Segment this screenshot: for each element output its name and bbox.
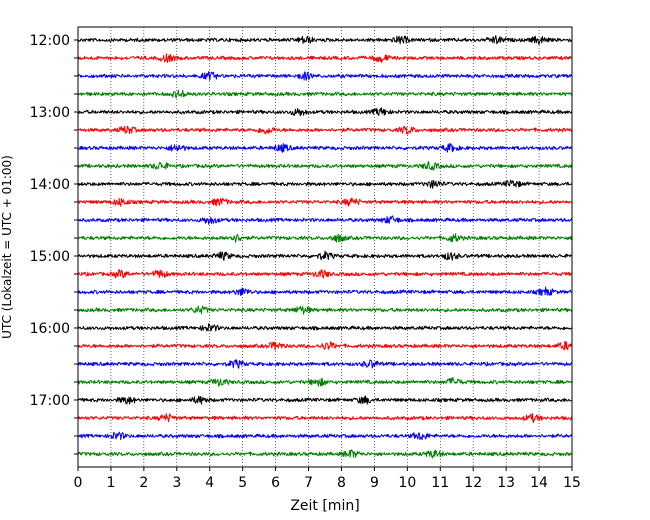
x-tick-label-14: 14 <box>530 475 548 491</box>
trace-1300 <box>77 107 573 117</box>
traces-group <box>77 35 573 459</box>
y-tick-label-0: 12:00 <box>30 33 70 49</box>
trace-1500 <box>77 250 573 261</box>
trace-1345 <box>77 161 573 171</box>
trace-1600 <box>77 323 573 332</box>
x-tick-label-4: 4 <box>205 475 214 491</box>
trace-1445 <box>77 233 573 243</box>
x-tick-label-5: 5 <box>238 475 247 491</box>
trace-1230 <box>77 71 573 81</box>
x-axis: 0 1 2 3 4 5 6 7 8 9 10 11 12 13 14 15 <box>74 467 581 491</box>
y-axis: 12:00 13:00 14:00 15:00 16:00 17:00 <box>30 33 78 455</box>
x-tick-label-15: 15 <box>563 475 581 491</box>
y-tick-label-4: 16:00 <box>30 321 70 337</box>
y-tick-label-3: 15:00 <box>30 249 70 265</box>
y-tick-label-5: 17:00 <box>30 393 70 409</box>
y-tick-label-2: 14:00 <box>30 177 70 193</box>
trace-1215 <box>77 53 573 63</box>
trace-1330 <box>77 143 573 153</box>
x-tick-label-1: 1 <box>106 475 115 491</box>
trace-1415 <box>77 197 573 207</box>
x-tick-label-13: 13 <box>497 475 515 491</box>
trace-1315 <box>77 125 573 135</box>
x-tick-label-3: 3 <box>172 475 181 491</box>
x-axis-label: Zeit [min] <box>290 498 359 514</box>
trace-1630 <box>77 359 573 369</box>
trace-1200 <box>77 35 573 45</box>
trace-1530 <box>77 286 573 296</box>
trace-1715 <box>77 413 573 424</box>
x-tick-label-11: 11 <box>431 475 449 491</box>
trace-1745 <box>77 449 573 459</box>
y-axis-label: UTC (Lokalzeit = UTC + 01:00) <box>0 155 14 339</box>
y-tick-label-1: 13:00 <box>30 105 70 121</box>
x-tick-label-12: 12 <box>464 475 482 491</box>
trace-1430 <box>77 215 573 225</box>
trace-1615 <box>77 341 573 351</box>
x-tick-label-0: 0 <box>74 475 83 491</box>
trace-1645 <box>77 376 573 387</box>
trace-1730 <box>77 431 573 441</box>
x-tick-label-7: 7 <box>304 475 313 491</box>
trace-1700 <box>77 395 573 405</box>
grid-lines <box>110 27 540 467</box>
x-tick-label-6: 6 <box>271 475 280 491</box>
trace-1245 <box>77 89 573 99</box>
plot-frame <box>77 26 573 468</box>
x-tick-label-8: 8 <box>337 475 346 491</box>
x-tick-label-9: 9 <box>370 475 379 491</box>
trace-1515 <box>77 268 573 279</box>
trace-1545 <box>77 305 573 315</box>
trace-1400 <box>77 179 573 189</box>
x-tick-label-2: 2 <box>139 475 148 491</box>
x-tick-label-10: 10 <box>398 475 416 491</box>
